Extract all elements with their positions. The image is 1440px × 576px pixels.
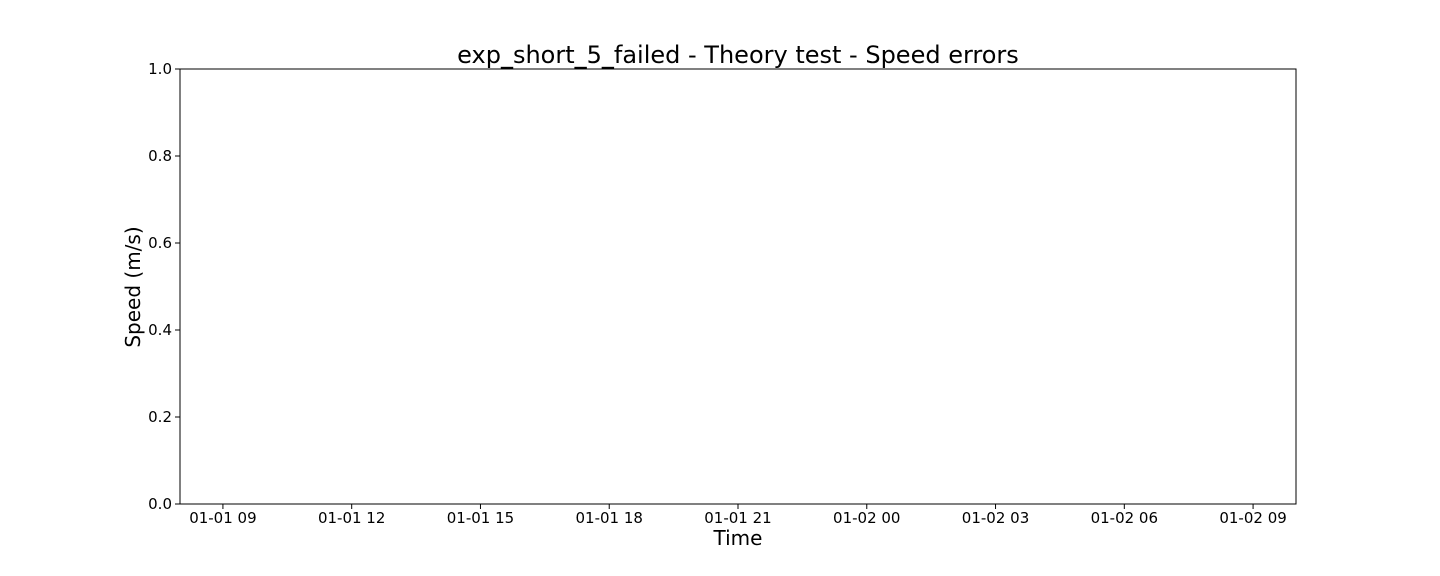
x-tick-label: 01-01 12 (318, 509, 385, 527)
x-tick-label: 01-02 09 (1219, 509, 1286, 527)
y-tick-label: 0.2 (148, 408, 172, 426)
chart-title: exp_short_5_failed - Theory test - Speed… (457, 41, 1019, 69)
x-tick-label: 01-02 03 (962, 509, 1029, 527)
x-tick-label: 01-02 06 (1091, 509, 1158, 527)
x-tick-label: 01-01 09 (189, 509, 256, 527)
x-tick-label: 01-01 21 (704, 509, 771, 527)
plot-area (179, 68, 1297, 505)
y-axis-label: Speed (m/s) (121, 226, 145, 347)
x-tick-label: 01-01 15 (447, 509, 514, 527)
y-axis: 0.0 0.2 0.4 0.6 0.8 1.0 (148, 60, 180, 513)
x-tick-label: 01-01 18 (576, 509, 643, 527)
x-axis: 01-01 09 01-01 12 01-01 15 01-01 18 01-01 21… (189, 504, 1287, 527)
x-tick-label: 01-02 00 (833, 509, 900, 527)
y-tick-label: 1.0 (148, 60, 172, 78)
y-tick-label: 0.0 (148, 495, 172, 513)
y-tick-label: 0.4 (148, 321, 172, 339)
y-tick-label: 0.6 (148, 234, 172, 252)
x-axis-label: Time (713, 526, 763, 550)
y-tick-label: 0.8 (148, 147, 172, 165)
